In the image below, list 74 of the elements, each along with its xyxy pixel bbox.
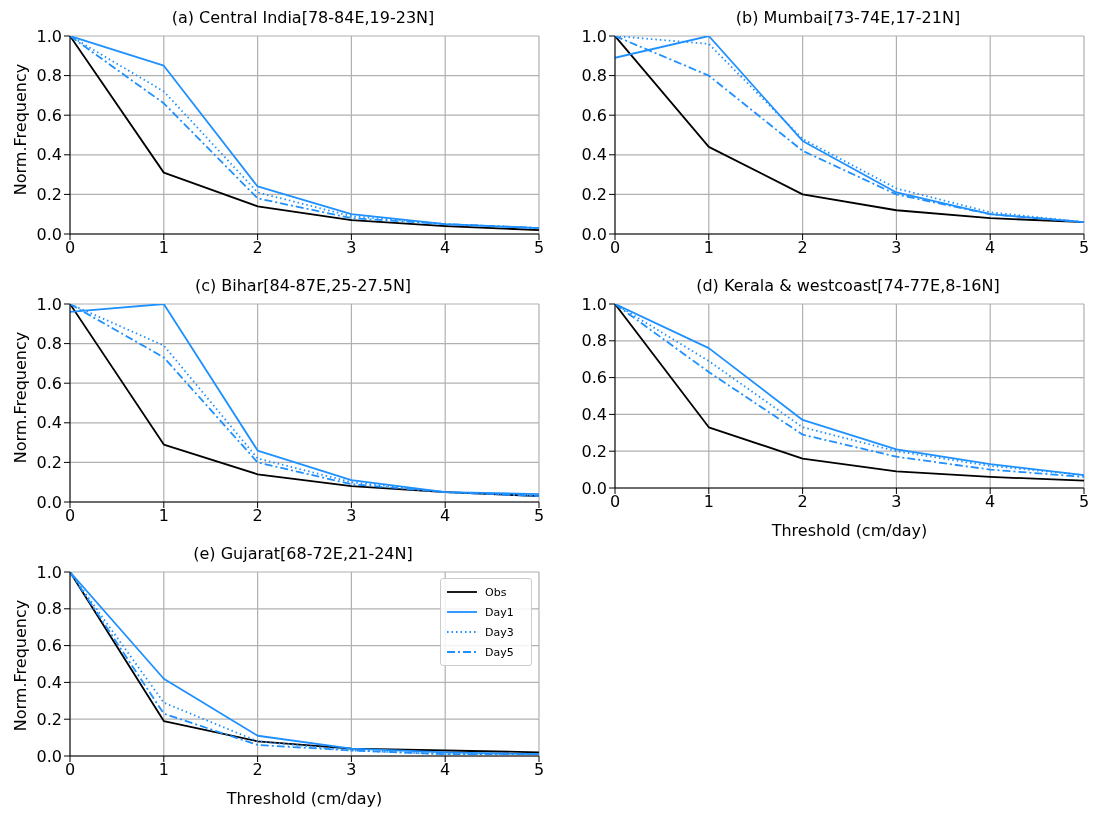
chart-title: (a) Central India[78-84E,19-23N] [170,8,436,27]
x-tick-label: 3 [891,492,902,512]
y-tick-label: 0.2 [36,453,62,473]
y-tick-label: 0.4 [581,405,607,425]
y-tick-label: 0.6 [36,105,62,125]
x-tick-label: 4 [440,760,451,780]
y-axis-title: Norm.Frequency [11,331,31,463]
y-tick-label: 0.6 [581,105,607,125]
y-tick-label: 0.4 [581,145,607,165]
x-tick-label: 2 [252,238,263,258]
y-tick-label: 0.4 [36,673,62,693]
chart-title: (d) Kerala & westcoast[74-77E,8-16N] [695,276,1001,295]
x-tick-label: 0 [64,760,76,780]
x-tick-label: 0 [609,492,621,512]
x-tick-label: 4 [440,506,451,526]
y-tick-label: 0.2 [581,441,607,461]
y-tick-label: 0.8 [581,66,607,86]
x-tick-label: 1 [158,238,169,258]
x-tick-label: 3 [346,238,357,258]
y-tick-label: 0.8 [36,599,62,619]
y-tick-label: 0.4 [36,413,62,433]
y-tick-label: 0.0 [581,478,607,498]
x-tick-label: 1 [703,492,714,512]
legend-label: Day1 [485,605,514,619]
x-tick-label: 0 [64,238,76,258]
x-tick-label: 0 [64,506,76,526]
x-tick-label: 4 [985,238,996,258]
legend-label: Day3 [485,625,514,639]
y-tick-label: 0.2 [36,709,62,729]
x-tick-label: 3 [346,506,357,526]
x-tick-label: 5 [1078,492,1090,512]
x-tick-label: 2 [252,506,263,526]
legend-label: Day5 [485,645,514,659]
y-tick-label: 0.0 [36,746,62,766]
x-tick-label: 5 [1078,238,1090,258]
y-tick-label: 0.0 [581,224,607,244]
y-tick-label: 0.6 [36,636,62,656]
x-tick-label: 0 [609,238,621,258]
x-tick-label: 5 [533,506,545,526]
x-axis-title: Threshold (cm/day) [225,789,383,808]
y-axis-title: Norm.Frequency [11,599,31,731]
y-tick-label: 0.8 [36,66,62,86]
y-tick-label: 0.6 [581,368,607,388]
y-tick-label: 1.0 [36,294,62,314]
x-tick-label: 2 [797,492,808,512]
chart-title: (c) Bihar[84-87E,25-27.5N] [193,276,413,295]
x-tick-label: 4 [440,238,451,258]
y-tick-label: 1.0 [581,26,607,46]
x-tick-label: 1 [158,506,169,526]
y-tick-label: 0.4 [36,145,62,165]
y-tick-label: 0.2 [581,185,607,205]
y-tick-label: 1.0 [581,294,607,314]
x-tick-label: 2 [252,760,263,780]
y-tick-label: 0.6 [36,373,62,393]
y-tick-label: 0.0 [36,492,62,512]
x-tick-label: 5 [533,760,545,780]
x-tick-label: 5 [533,238,545,258]
x-tick-label: 1 [158,760,169,780]
x-tick-label: 3 [891,238,902,258]
x-tick-label: 4 [985,492,996,512]
y-tick-label: 0.8 [36,334,62,354]
y-tick-label: 0.8 [581,331,607,351]
y-tick-label: 0.2 [36,185,62,205]
x-tick-label: 2 [797,238,808,258]
y-tick-label: 1.0 [36,562,62,582]
y-tick-label: 0.0 [36,224,62,244]
chart-title: (b) Mumbai[73-74E,17-21N] [734,8,962,27]
x-tick-label: 1 [703,238,714,258]
y-tick-label: 1.0 [36,26,62,46]
y-axis-title: Norm.Frequency [11,63,31,195]
x-tick-label: 3 [346,760,357,780]
legend-label: Obs [485,585,507,599]
chart-title: (e) Gujarat[68-72E,21-24N] [192,544,414,563]
x-axis-title: Threshold (cm/day) [770,521,928,540]
